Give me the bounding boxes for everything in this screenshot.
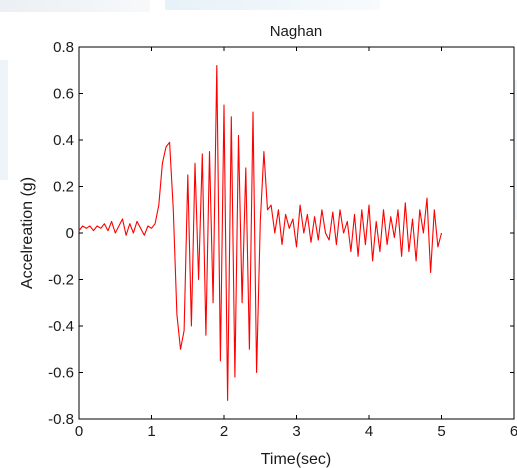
x-tick-label: 6: [510, 423, 517, 440]
y-tick-label: 0.6: [53, 86, 74, 103]
y-tick-label: 0.2: [53, 179, 74, 196]
y-tick-label: -0.6: [48, 365, 74, 382]
x-tick-label: 3: [292, 423, 300, 440]
y-tick-label: 0.4: [53, 132, 74, 149]
y-tick-label: -0.8: [48, 411, 74, 428]
x-tick-label: 5: [437, 423, 445, 440]
decoration-strip: [0, 60, 8, 180]
decoration-strip: [165, 0, 380, 10]
x-tick-label: 2: [220, 423, 228, 440]
series-layer: [78, 65, 443, 401]
y-tick-label: -0.4: [48, 318, 74, 335]
x-tick-label: 1: [147, 423, 155, 440]
ticks-layer: 0 1 2 3 4 5 6 0.8 0.6 0.4 0.2 0 -0.2 -0.4 -0.6 -0.8: [48, 39, 517, 440]
y-tick-label: 0: [66, 225, 74, 242]
y-tick-label: 0.8: [53, 39, 74, 56]
x-axis-label: Time(sec): [261, 451, 332, 468]
series-line: [78, 65, 443, 401]
plot-area: [78, 46, 515, 420]
y-tick-label: -0.2: [48, 272, 74, 289]
y-axis-label: Accelreation (g): [19, 177, 36, 289]
x-tick-label: 4: [365, 423, 373, 440]
x-tick-label: 0: [75, 423, 83, 440]
decoration-strip: [0, 0, 150, 12]
chart-title: Naghan: [270, 23, 323, 40]
